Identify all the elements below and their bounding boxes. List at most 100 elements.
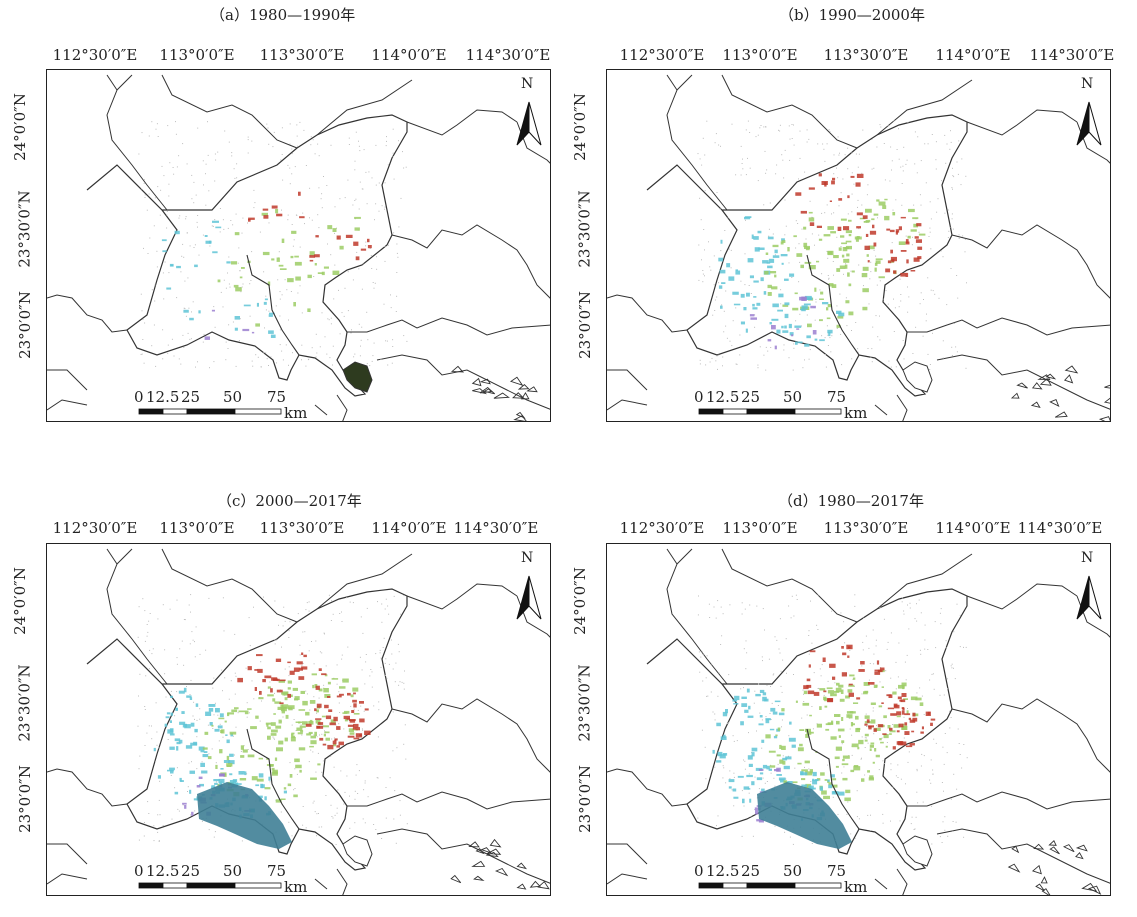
land-change-speckle <box>394 681 396 683</box>
land-change-patch <box>855 715 859 720</box>
land-change-speckle <box>154 197 156 199</box>
land-change-speckle <box>146 624 148 625</box>
land-change-patch <box>824 779 828 781</box>
land-change-speckle <box>810 600 811 602</box>
land-change-patch <box>298 709 306 711</box>
land-change-patch <box>812 778 815 781</box>
island-outline <box>480 847 493 854</box>
land-change-patch <box>194 728 198 733</box>
land-change-patch <box>776 329 781 334</box>
land-change-speckle <box>288 637 290 638</box>
land-change-speckle <box>295 730 297 731</box>
land-change-patch <box>190 722 195 727</box>
scale-bar <box>138 408 282 415</box>
land-change-speckle <box>368 171 370 173</box>
y-tick-label: 24°0′0″N <box>10 567 29 635</box>
land-change-speckle <box>357 793 359 794</box>
land-change-patch <box>726 263 731 268</box>
land-change-speckle <box>272 736 274 738</box>
land-change-patch <box>889 733 892 735</box>
land-change-speckle <box>903 146 905 148</box>
land-change-area <box>197 782 292 849</box>
land-change-speckle <box>194 656 196 658</box>
land-change-patch <box>749 798 752 803</box>
land-change-patch <box>170 712 173 716</box>
land-change-speckle <box>311 219 313 221</box>
land-change-speckle <box>144 322 146 324</box>
land-change-patch <box>794 325 802 328</box>
land-change-speckle <box>313 663 315 665</box>
island-outline <box>515 411 526 419</box>
island-outline <box>1030 401 1041 409</box>
land-change-speckle <box>156 266 158 268</box>
land-change-patch <box>755 810 759 815</box>
land-change-speckle <box>318 227 320 229</box>
land-change-speckle <box>952 830 954 832</box>
scale-unit: km <box>284 878 308 896</box>
land-change-speckle <box>815 301 817 303</box>
land-change-speckle <box>158 747 160 749</box>
land-change-speckle <box>227 227 229 229</box>
land-change-patch <box>230 261 238 265</box>
land-change-patch <box>718 257 724 262</box>
land-change-patch <box>847 195 850 199</box>
land-change-speckle <box>299 285 301 287</box>
land-change-speckle <box>275 639 277 641</box>
land-change-patch <box>355 256 360 261</box>
land-change-patch <box>801 784 807 787</box>
land-change-speckle <box>837 136 839 138</box>
land-change-patch <box>277 706 284 710</box>
land-change-speckle <box>849 650 851 651</box>
land-change-patch <box>309 255 315 258</box>
land-change-speckle <box>882 760 884 762</box>
land-change-patch <box>869 775 874 780</box>
land-change-patch <box>217 279 221 283</box>
land-change-speckle <box>782 659 784 661</box>
land-change-patch <box>294 696 300 700</box>
land-change-speckle <box>840 612 842 614</box>
land-change-speckle <box>867 348 869 349</box>
land-change-speckle <box>929 227 931 229</box>
land-change-speckle <box>749 167 751 169</box>
land-change-speckle <box>831 213 832 215</box>
land-change-speckle <box>948 230 950 232</box>
land-change-patch <box>843 258 850 263</box>
scale-unit: km <box>844 878 868 896</box>
land-change-patch <box>896 715 901 718</box>
land-change-patch <box>353 723 359 728</box>
land-change-speckle <box>854 594 856 596</box>
land-change-speckle <box>722 356 724 358</box>
land-change-speckle <box>378 701 380 703</box>
land-change-patch <box>912 713 919 717</box>
land-change-patch <box>182 802 187 805</box>
island-outline <box>489 838 502 848</box>
land-change-speckle <box>330 323 332 325</box>
x-tick-label: 114°0′0″E <box>935 46 1011 64</box>
land-change-speckle <box>357 709 359 711</box>
land-change-patch <box>296 661 303 665</box>
land-change-patch <box>298 721 301 724</box>
land-change-speckle <box>167 344 169 346</box>
land-change-speckle <box>248 617 250 619</box>
land-change-speckle <box>745 174 747 176</box>
land-change-speckle <box>140 293 142 295</box>
land-change-speckle <box>887 125 889 127</box>
land-change-speckle <box>701 259 702 261</box>
land-change-speckle <box>914 618 916 620</box>
land-change-patch <box>205 711 212 716</box>
land-change-patch <box>881 686 884 688</box>
land-change-patch <box>879 667 885 671</box>
land-change-speckle <box>338 691 340 693</box>
land-change-patch <box>819 706 822 710</box>
land-change-speckle <box>284 279 286 281</box>
land-change-patch <box>900 699 906 703</box>
land-change-patch <box>915 697 922 701</box>
land-change-speckle <box>218 740 220 742</box>
land-change-speckle <box>780 670 782 672</box>
land-change-speckle <box>765 716 767 718</box>
land-change-speckle <box>954 678 956 680</box>
land-change-speckle <box>897 676 899 678</box>
land-change-patch <box>840 218 847 221</box>
x-tick-label: 112°30′0″E <box>619 519 705 537</box>
land-change-speckle <box>770 764 772 766</box>
